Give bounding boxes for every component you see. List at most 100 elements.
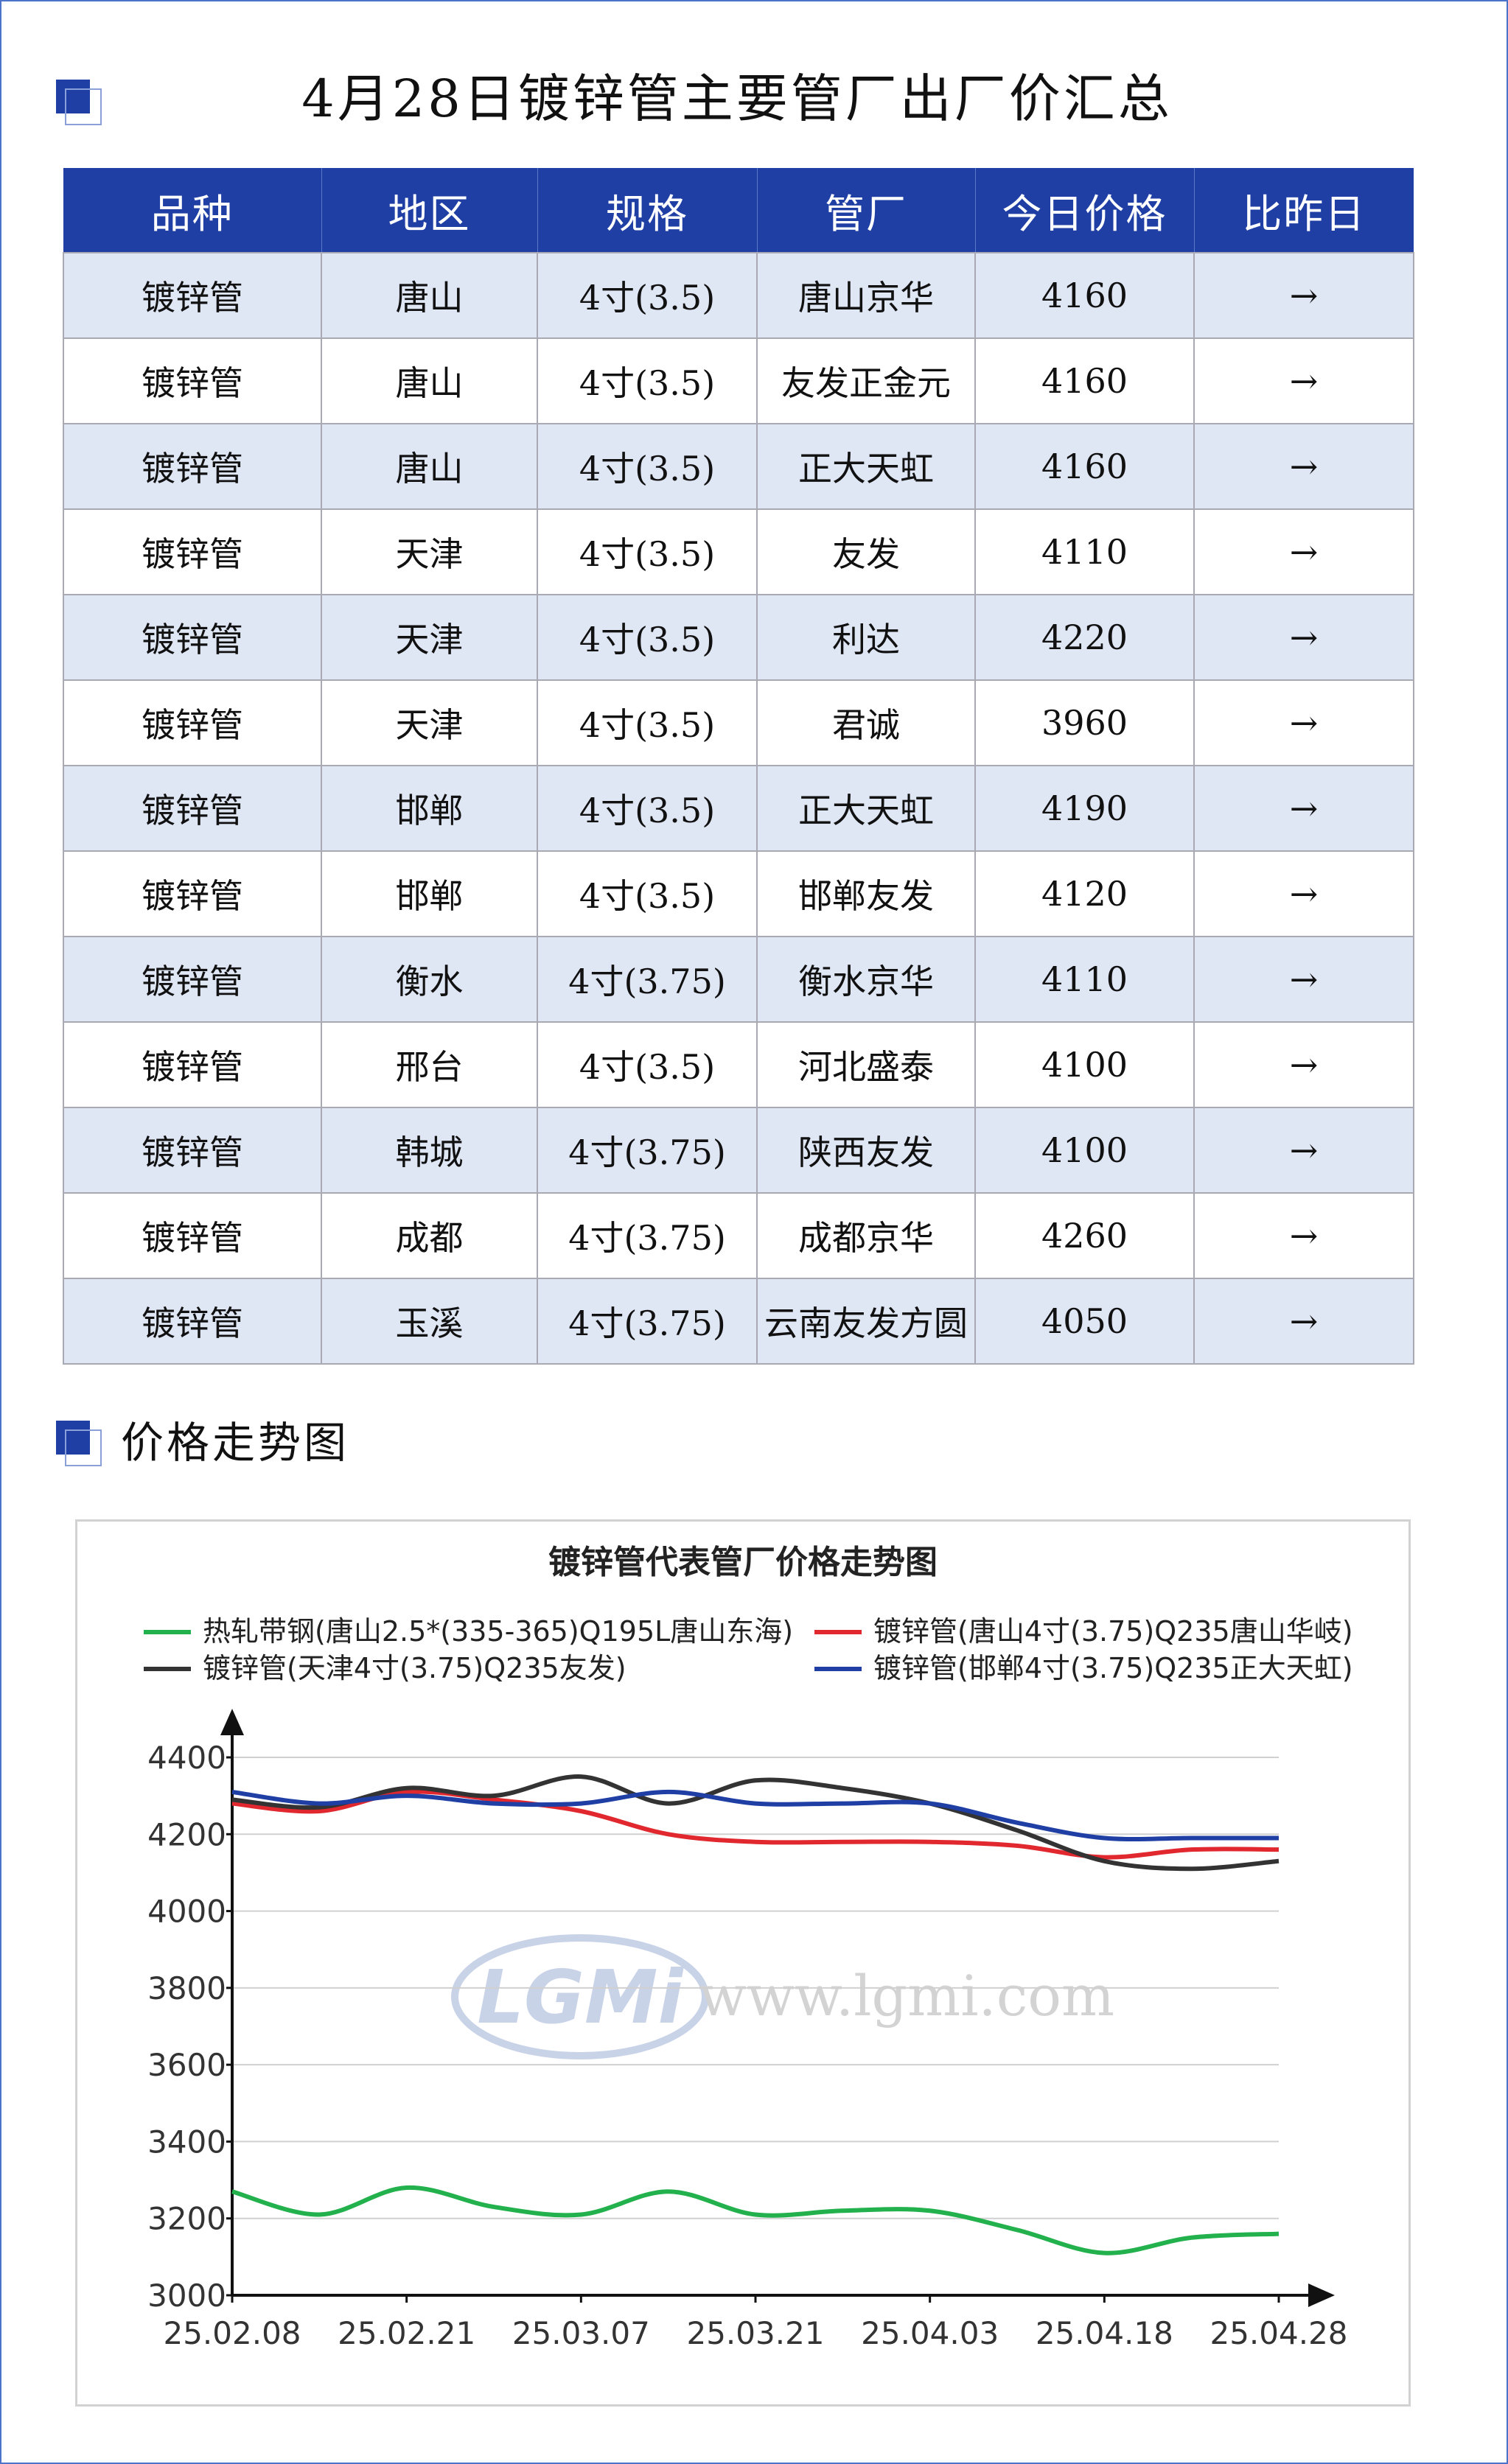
cell-change: →	[1193, 1107, 1414, 1194]
cell-variety: 镀锌管	[63, 936, 322, 1023]
cell-variety: 镀锌管	[63, 594, 322, 681]
table-row: 镀锌管 成都 4寸(3.75) 成都京华 4260 →	[63, 1192, 1414, 1279]
cell-region: 玉溪	[321, 1278, 538, 1365]
chart-grid	[232, 1757, 1279, 2296]
column-header-spec: 规格	[537, 168, 758, 253]
watermark: LGMi www.lgmi.com	[451, 1934, 1114, 2059]
cell-change: →	[1193, 252, 1414, 339]
column-header-price: 今日价格	[975, 168, 1195, 253]
cell-price: 4110	[974, 508, 1195, 595]
column-header-variety: 品种	[63, 168, 322, 253]
cell-mill: 云南友发方圆	[756, 1278, 976, 1365]
cell-mill: 利达	[756, 594, 976, 681]
cell-variety: 镀锌管	[63, 679, 322, 766]
x-tick-label: 25.04.03	[861, 2315, 999, 2351]
cell-region: 成都	[321, 1192, 538, 1279]
legend-label: 热轧带钢(唐山2.5*(335-365)Q195L唐山东海)	[203, 1615, 793, 1648]
cell-spec: 4寸(3.5)	[537, 252, 758, 339]
cell-change: →	[1193, 936, 1414, 1023]
cell-mill: 正大天虹	[756, 423, 976, 510]
chart-legend: 热轧带钢(唐山2.5*(335-365)Q195L唐山东海) 镀锌管(唐山4寸(3…	[144, 1615, 1353, 1684]
x-tick-label: 25.03.07	[512, 2315, 650, 2351]
column-header-region: 地区	[321, 168, 538, 253]
cell-price: 4050	[974, 1278, 1195, 1365]
cell-mill: 成都京华	[756, 1192, 976, 1279]
cell-price: 4100	[974, 1021, 1195, 1108]
cell-price: 4220	[974, 594, 1195, 681]
chart-axes	[220, 1709, 1335, 2307]
legend-label: 镀锌管(邯郸4寸(3.75)Q235正大天虹)	[873, 1652, 1353, 1684]
cell-spec: 4寸(3.75)	[537, 1278, 758, 1365]
chart-series	[231, 1774, 1280, 2255]
cell-mill: 正大天虹	[756, 765, 976, 852]
cell-variety: 镀锌管	[63, 765, 322, 852]
column-header-change: 比昨日	[1194, 168, 1414, 253]
cell-region: 天津	[321, 508, 538, 595]
cell-change: →	[1193, 337, 1414, 424]
cell-price: 4160	[974, 337, 1195, 424]
cell-price: 4260	[974, 1192, 1195, 1279]
cell-region: 邯郸	[321, 850, 538, 937]
y-tick-label: 4000	[147, 1894, 226, 1930]
cell-region: 衡水	[321, 936, 538, 1023]
y-axis-arrow-icon	[220, 1709, 244, 1735]
table-row: 镀锌管 天津 4寸(3.5) 利达 4220 →	[63, 594, 1414, 681]
cell-price: 4160	[974, 423, 1195, 510]
cell-mill: 君诚	[756, 679, 976, 766]
cell-spec: 4寸(3.5)	[537, 765, 758, 852]
series-line-3	[231, 1789, 1279, 1842]
series-line-0	[231, 2185, 1280, 2255]
series-line-1	[231, 1789, 1280, 1860]
cell-change: →	[1193, 423, 1414, 510]
x-tick-label: 25.02.21	[338, 2315, 475, 2351]
cell-mill: 友发正金元	[756, 337, 976, 424]
cell-mill: 唐山京华	[756, 252, 976, 339]
cell-variety: 镀锌管	[63, 1278, 322, 1365]
cell-spec: 4寸(3.5)	[537, 337, 758, 424]
cell-spec: 4寸(3.5)	[537, 594, 758, 681]
cell-variety: 镀锌管	[63, 252, 322, 339]
y-tick-label: 3200	[147, 2201, 226, 2237]
cell-region: 天津	[321, 679, 538, 766]
x-tick-label: 25.04.18	[1036, 2315, 1173, 2351]
table-row: 镀锌管 邯郸 4寸(3.5) 邯郸友发 4120 →	[63, 850, 1414, 937]
cell-variety: 镀锌管	[63, 1107, 322, 1194]
column-header-mill: 管厂	[757, 168, 976, 253]
cell-spec: 4寸(3.75)	[537, 1192, 758, 1279]
table-row: 镀锌管 韩城 4寸(3.75) 陕西友发 4100 →	[63, 1107, 1414, 1194]
cell-region: 唐山	[321, 423, 538, 510]
cell-change: →	[1193, 1278, 1414, 1365]
cell-mill: 陕西友发	[756, 1107, 976, 1194]
cell-region: 唐山	[321, 252, 538, 339]
cell-price: 4190	[974, 765, 1195, 852]
cell-region: 邢台	[321, 1021, 538, 1108]
cell-variety: 镀锌管	[63, 1021, 322, 1108]
cell-spec: 4寸(3.5)	[537, 423, 758, 510]
series-line-2	[231, 1774, 1280, 1872]
cell-change: →	[1193, 679, 1414, 766]
table-row: 镀锌管 衡水 4寸(3.75) 衡水京华 4110 →	[63, 936, 1414, 1023]
watermark-url: www.lgmi.com	[699, 1963, 1114, 2029]
cell-spec: 4寸(3.75)	[537, 936, 758, 1023]
section-marker-icon	[56, 1421, 102, 1466]
cell-change: →	[1193, 765, 1414, 852]
cell-region: 天津	[321, 594, 538, 681]
cell-change: →	[1193, 1192, 1414, 1279]
cell-variety: 镀锌管	[63, 508, 322, 595]
y-tick-label: 3600	[147, 2047, 226, 2083]
y-tick-label: 3800	[147, 1970, 226, 2006]
table-row: 镀锌管 唐山 4寸(3.5) 友发正金元 4160 →	[63, 337, 1414, 424]
table-row: 镀锌管 邢台 4寸(3.5) 河北盛泰 4100 →	[63, 1021, 1414, 1108]
table-row: 镀锌管 唐山 4寸(3.5) 唐山京华 4160 →	[63, 252, 1414, 339]
table-row: 镀锌管 邯郸 4寸(3.5) 正大天虹 4190 →	[63, 765, 1414, 852]
y-axis-ticks: 3000 3200 3400 3600 3800 4000 4200 4400	[147, 1740, 232, 2314]
cell-change: →	[1193, 508, 1414, 595]
table-row: 镀锌管 玉溪 4寸(3.75) 云南友发方圆 4050 →	[63, 1278, 1414, 1365]
cell-price: 3960	[974, 679, 1195, 766]
cell-region: 邯郸	[321, 765, 538, 852]
y-tick-label: 3000	[147, 2278, 226, 2314]
trend-chart-svg: 镀锌管代表管厂价格走势图 热轧带钢(唐山2.5*(335-365)Q195L唐山…	[144, 1544, 1353, 2351]
trend-section-title: 价格走势图	[121, 1418, 350, 1468]
cell-price: 4110	[974, 936, 1195, 1023]
